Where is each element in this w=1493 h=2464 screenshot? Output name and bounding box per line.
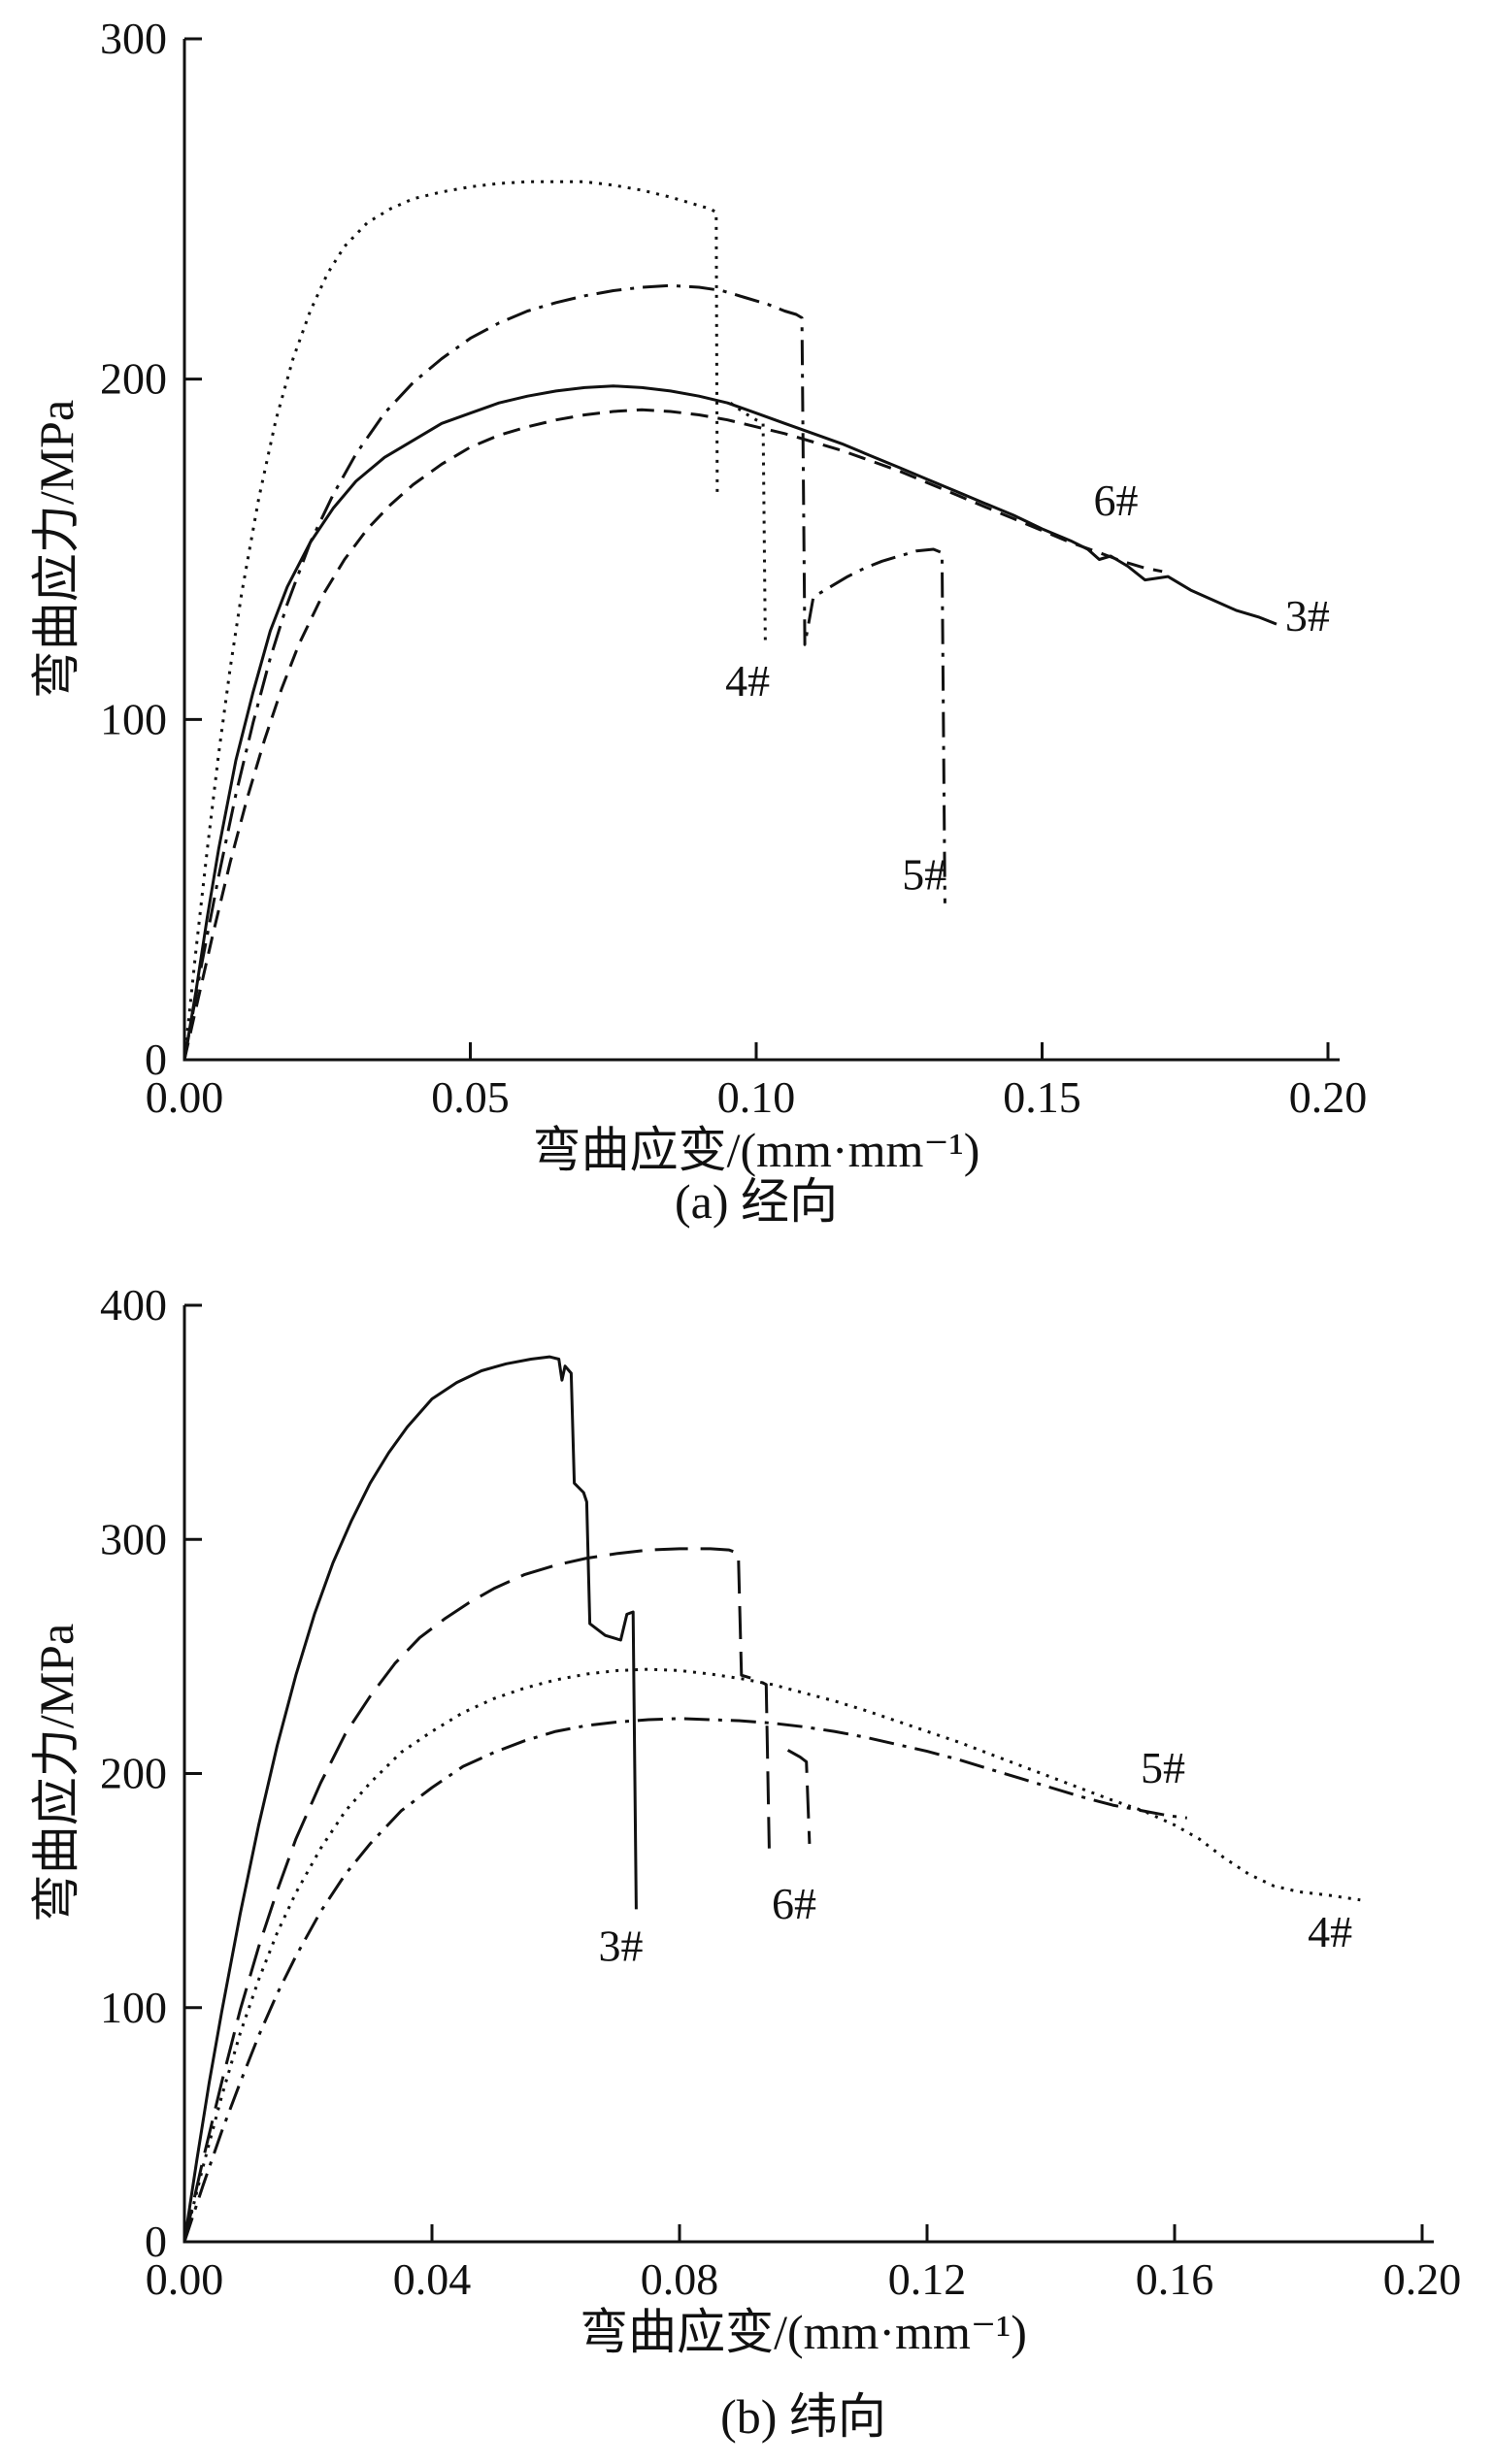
chart-warp-plot-canvas: 0.00 0.05 0.10 0.15 0.20 0 100 200 300 3# 4# 5# 6#: [100, 14, 1368, 1122]
y-tick-label: 400: [100, 1280, 167, 1330]
series-5-line: [182, 1717, 1187, 2243]
y-tick-label: 100: [100, 694, 167, 743]
x-tick-label: 0.20: [1383, 2254, 1462, 2304]
x-axis-label: 弯曲应变/(mm·mm⁻¹): [532, 1123, 980, 1177]
x-tick-label: 0.08: [641, 2254, 719, 2304]
series-4-line: [182, 1667, 1361, 2243]
x-tick-label: 0.00: [146, 2254, 224, 2304]
y-axis-label: 弯曲应力/MPa: [29, 399, 83, 700]
chart-weft-direction: 0.00 0.04 0.08 0.12 0.16 0.20 0 100 200 300 400 3# 6…: [0, 1232, 1493, 2464]
y-axis-label: 弯曲应力/MPa: [29, 1623, 83, 1923]
axes: [182, 1305, 1434, 2244]
x-axis-label: 弯曲应变/(mm·mm⁻¹): [580, 2305, 1027, 2359]
series-6-label: 6#: [772, 1879, 816, 1928]
chart-weft-plot-canvas: 0.00 0.04 0.08 0.12 0.16 0.20 0 100 200 300 400 3# 6…: [100, 1280, 1462, 2304]
series-4-label: 4#: [1308, 1907, 1352, 1956]
series-6-label: 6#: [1094, 476, 1139, 525]
series-3-line: [182, 1355, 638, 2243]
series-3-label: 3#: [1285, 591, 1330, 641]
axes: [182, 39, 1340, 1062]
series-6-line: [182, 408, 1163, 1061]
x-tick-label: 0.05: [431, 1072, 510, 1122]
y-tick-label: 200: [100, 354, 167, 404]
series-6-line: [786, 1749, 812, 1844]
chart-caption-b: (b) 纬向: [720, 2389, 886, 2444]
series-4-line: [182, 180, 719, 1061]
x-tick-label: 0.12: [888, 2254, 967, 2304]
y-tick-label: 300: [100, 14, 167, 63]
y-tick-label: 100: [100, 1983, 167, 2032]
x-tick-label: 0.15: [1003, 1072, 1081, 1122]
chart-warp-direction: 0.00 0.05 0.10 0.15 0.20 0 100 200 300 3# 4# 5# 6# 弯…: [29, 14, 1368, 1229]
series-6-line: [182, 1547, 771, 2243]
series-4-line: [729, 401, 767, 645]
x-tick-label: 0.16: [1136, 2254, 1214, 2304]
y-tick-label: 200: [100, 1749, 167, 1798]
series-5-label: 5#: [902, 850, 946, 900]
series-4-label: 4#: [725, 656, 770, 706]
series-5-label: 5#: [1141, 1743, 1185, 1792]
series-5-line: [182, 283, 946, 1061]
x-tick-label: 0.20: [1289, 1072, 1368, 1122]
chart-caption-a: (a) 经向: [675, 1174, 838, 1229]
y-tick-label: 0: [145, 1035, 167, 1084]
y-tick-label: 300: [100, 1514, 167, 1563]
x-tick-label: 0.00: [146, 1072, 224, 1122]
series-3-label: 3#: [598, 1922, 643, 1971]
x-tick-label: 0.04: [393, 2254, 472, 2304]
x-tick-label: 0.10: [717, 1072, 796, 1122]
y-tick-label: 0: [145, 2217, 167, 2266]
